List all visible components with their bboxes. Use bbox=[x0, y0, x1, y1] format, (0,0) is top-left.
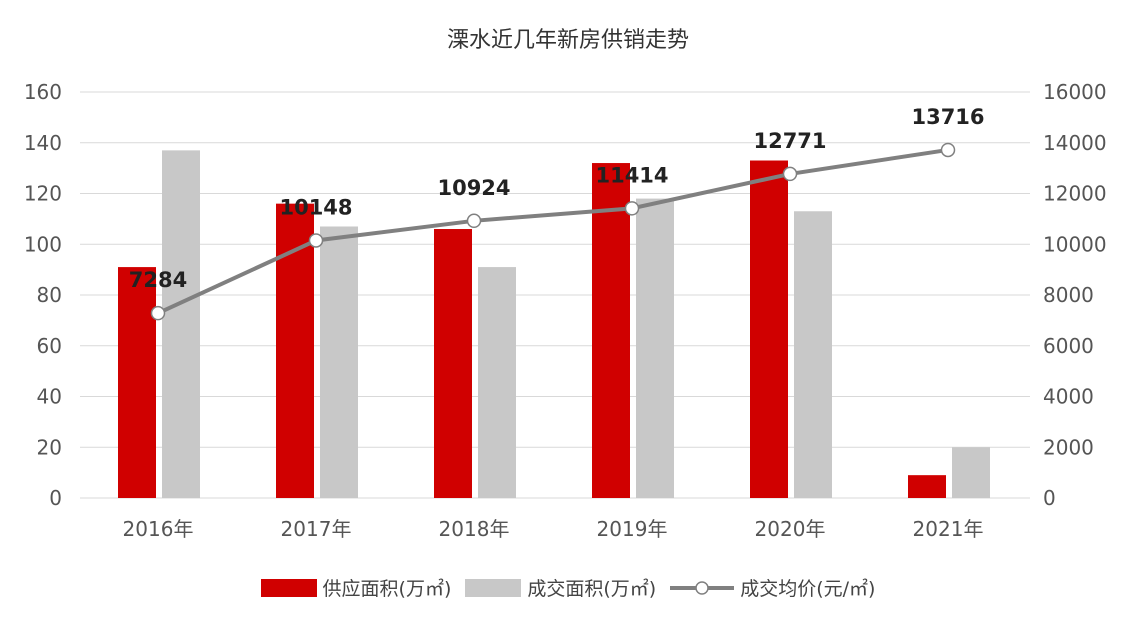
sales-bar bbox=[162, 150, 200, 499]
y2-tick-label: 10000 bbox=[1043, 232, 1107, 256]
legend-item-sales: 成交面积(万㎡) bbox=[465, 574, 656, 601]
legend-swatch bbox=[465, 578, 522, 597]
supply-bar bbox=[908, 475, 946, 498]
y-tick-label: 120 bbox=[24, 182, 62, 206]
price-marker bbox=[308, 233, 324, 248]
y2-tick-label: 14000 bbox=[1043, 131, 1107, 155]
sales-bar bbox=[952, 447, 990, 498]
y2-tick-label: 0 bbox=[1043, 486, 1056, 510]
price-marker bbox=[940, 142, 956, 158]
sales-bar bbox=[320, 226, 358, 499]
y-tick-label: 60 bbox=[37, 334, 62, 358]
y-tick-label: 100 bbox=[24, 232, 62, 256]
price-data-label: 11414 bbox=[595, 163, 668, 187]
y2-tick-label: 8000 bbox=[1043, 283, 1094, 307]
legend-swatch bbox=[260, 578, 317, 597]
legend-label: 成交均价(元/㎡) bbox=[740, 578, 876, 600]
y-tick-label: 20 bbox=[37, 435, 62, 459]
price-marker bbox=[624, 201, 640, 216]
y2-tick-label: 6000 bbox=[1043, 334, 1094, 358]
price-marker bbox=[150, 305, 166, 321]
chart-title: 溧水近几年新房供销走势 bbox=[446, 28, 689, 53]
y2-tick-label: 2000 bbox=[1043, 435, 1094, 459]
x-tick-label: 2017年 bbox=[281, 517, 352, 541]
y-tick-label: 160 bbox=[24, 80, 62, 104]
supply-bar bbox=[276, 203, 314, 498]
supply-bar bbox=[118, 267, 156, 498]
y-tick-label: 80 bbox=[37, 283, 62, 307]
price-marker bbox=[782, 166, 798, 182]
price-data-label: 10924 bbox=[437, 176, 510, 200]
price-data-label: 7284 bbox=[129, 268, 187, 292]
legend-item-supply: 供应面积(万㎡) bbox=[260, 574, 452, 601]
x-tick-label: 2019年 bbox=[597, 517, 668, 541]
price-data-label: 12771 bbox=[753, 129, 826, 153]
x-tick-label: 2020年 bbox=[755, 517, 826, 541]
sales-bar bbox=[794, 211, 832, 498]
sales-bar bbox=[636, 198, 674, 498]
legend-label: 供应面积(万㎡) bbox=[322, 578, 452, 600]
y-tick-label: 40 bbox=[37, 385, 62, 409]
y-tick-label: 0 bbox=[49, 486, 62, 510]
price-line bbox=[157, 147, 949, 315]
x-tick-label: 2016年 bbox=[123, 517, 194, 541]
supply-bar bbox=[592, 163, 630, 499]
supply-bar bbox=[750, 160, 788, 498]
legend-label: 成交面积(万㎡) bbox=[527, 578, 657, 600]
x-tick-label: 2018年 bbox=[439, 517, 510, 541]
y-tick-label: 140 bbox=[24, 131, 62, 155]
price-data-label: 10148 bbox=[279, 195, 352, 219]
price-data-label: 13716 bbox=[911, 105, 984, 129]
legend: 供应面积(万㎡) 成交面积(万㎡) 成交均价(元/㎡) bbox=[0, 574, 1136, 601]
legend-line-marker bbox=[670, 580, 735, 595]
legend-item-price: 成交均价(元/㎡) bbox=[670, 574, 875, 601]
y2-tick-label: 12000 bbox=[1043, 182, 1107, 206]
price-marker bbox=[466, 213, 482, 229]
y2-tick-label: 4000 bbox=[1043, 385, 1094, 409]
x-tick-label: 2021年 bbox=[913, 517, 984, 541]
supply-bar bbox=[434, 229, 472, 498]
y2-tick-label: 16000 bbox=[1043, 80, 1107, 104]
sales-bar bbox=[478, 267, 516, 498]
